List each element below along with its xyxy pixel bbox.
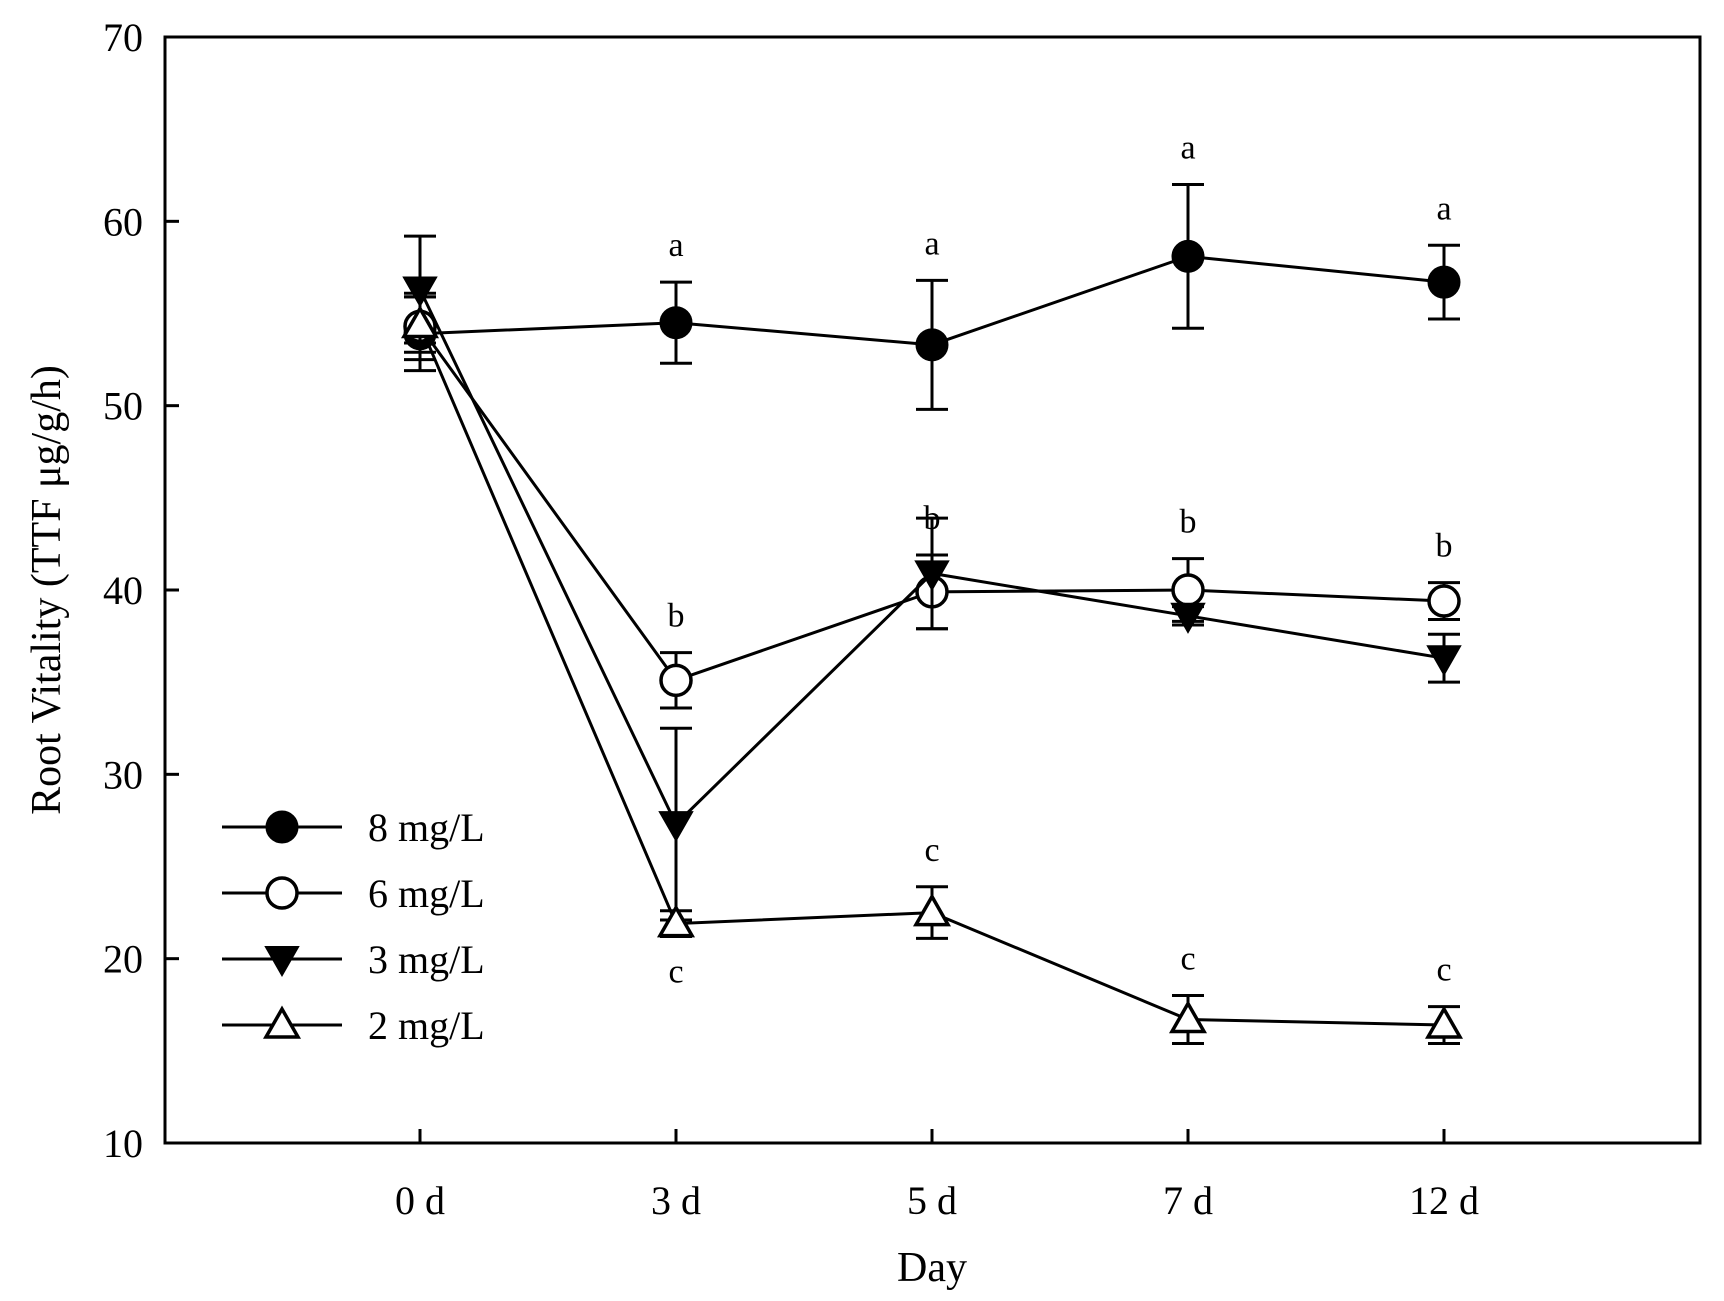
data-point-8-mg-l <box>659 306 693 340</box>
data-point-6-mg-l <box>659 663 693 698</box>
legend-item-2-mg-l: 2 mg/L <box>222 1003 485 1048</box>
series-8-mg-l <box>403 182 1461 411</box>
significance-letter: c <box>668 954 683 991</box>
data-point-2-mg-l <box>400 305 440 339</box>
x-tick-label: 0 d <box>395 1178 445 1223</box>
data-point-2-mg-l <box>912 893 952 927</box>
legend-label: 3 mg/L <box>368 937 485 982</box>
x-tick-label: 12 d <box>1409 1178 1479 1223</box>
legend-item-3-mg-l: 3 mg/L <box>222 937 485 982</box>
legend: 8 mg/L 6 mg/L 3 mg/L 2 mg/L <box>222 805 485 1048</box>
data-point-8-mg-l <box>915 328 949 362</box>
series-layer <box>400 182 1464 1045</box>
series-2-mg-l <box>400 295 1464 1045</box>
data-point-2-mg-l <box>1424 1005 1464 1039</box>
y-tick-label: 20 <box>103 937 143 982</box>
x-axis: 0 d 3 d 5 d 7 d 12 d <box>395 1129 1479 1223</box>
significance-letters: a a a a b b b b c c c c <box>668 129 1453 990</box>
significance-letter: b <box>1436 528 1453 565</box>
data-point-3-mg-l <box>1426 645 1462 677</box>
legend-marker <box>265 810 299 844</box>
y-tick-label: 40 <box>103 568 143 613</box>
significance-letter: b <box>924 500 941 537</box>
legend-label: 6 mg/L <box>368 871 485 916</box>
data-point-2-mg-l <box>656 904 696 938</box>
y-tick-label: 10 <box>103 1121 143 1166</box>
data-point-3-mg-l <box>658 811 694 843</box>
legend-label: 2 mg/L <box>368 1003 485 1048</box>
significance-letter: a <box>668 227 683 264</box>
y-axis-title: Root Vitality (TTF μg/g/h) <box>24 365 70 815</box>
y-tick-label: 30 <box>103 752 143 797</box>
significance-letter: a <box>1180 129 1195 166</box>
y-axis: 10 20 30 40 50 60 70 <box>103 15 179 1166</box>
data-point-8-mg-l <box>1171 239 1205 273</box>
legend-marker <box>264 946 300 978</box>
x-tick-label: 7 d <box>1163 1178 1213 1223</box>
data-point-3-mg-l <box>1170 602 1206 634</box>
data-point-3-mg-l <box>914 560 950 592</box>
significance-letter: c <box>1180 941 1195 978</box>
x-axis-title: Day <box>897 1245 967 1291</box>
legend-item-6-mg-l: 6 mg/L <box>222 871 485 916</box>
y-tick-label: 70 <box>103 15 143 60</box>
data-point-8-mg-l <box>1427 265 1461 299</box>
data-point-6-mg-l <box>1171 573 1205 607</box>
series-3-mg-l <box>402 234 1462 922</box>
data-point-3-mg-l <box>402 276 438 308</box>
data-point-2-mg-l <box>1168 999 1208 1034</box>
significance-letter: c <box>1436 952 1451 989</box>
x-tick-label: 5 d <box>907 1178 957 1223</box>
legend-marker <box>265 876 299 910</box>
significance-letter: b <box>668 598 685 635</box>
significance-letter: a <box>1436 190 1451 227</box>
significance-letter: c <box>924 832 939 869</box>
y-tick-label: 50 <box>103 384 143 429</box>
legend-marker <box>262 1005 302 1039</box>
data-point-6-mg-l <box>1427 584 1461 618</box>
significance-letter: a <box>924 225 939 262</box>
legend-item-8-mg-l: 8 mg/L <box>222 805 485 850</box>
significance-letter: b <box>1180 504 1197 541</box>
legend-label: 8 mg/L <box>368 805 485 850</box>
y-tick-label: 60 <box>103 199 143 244</box>
x-tick-label: 3 d <box>651 1178 701 1223</box>
